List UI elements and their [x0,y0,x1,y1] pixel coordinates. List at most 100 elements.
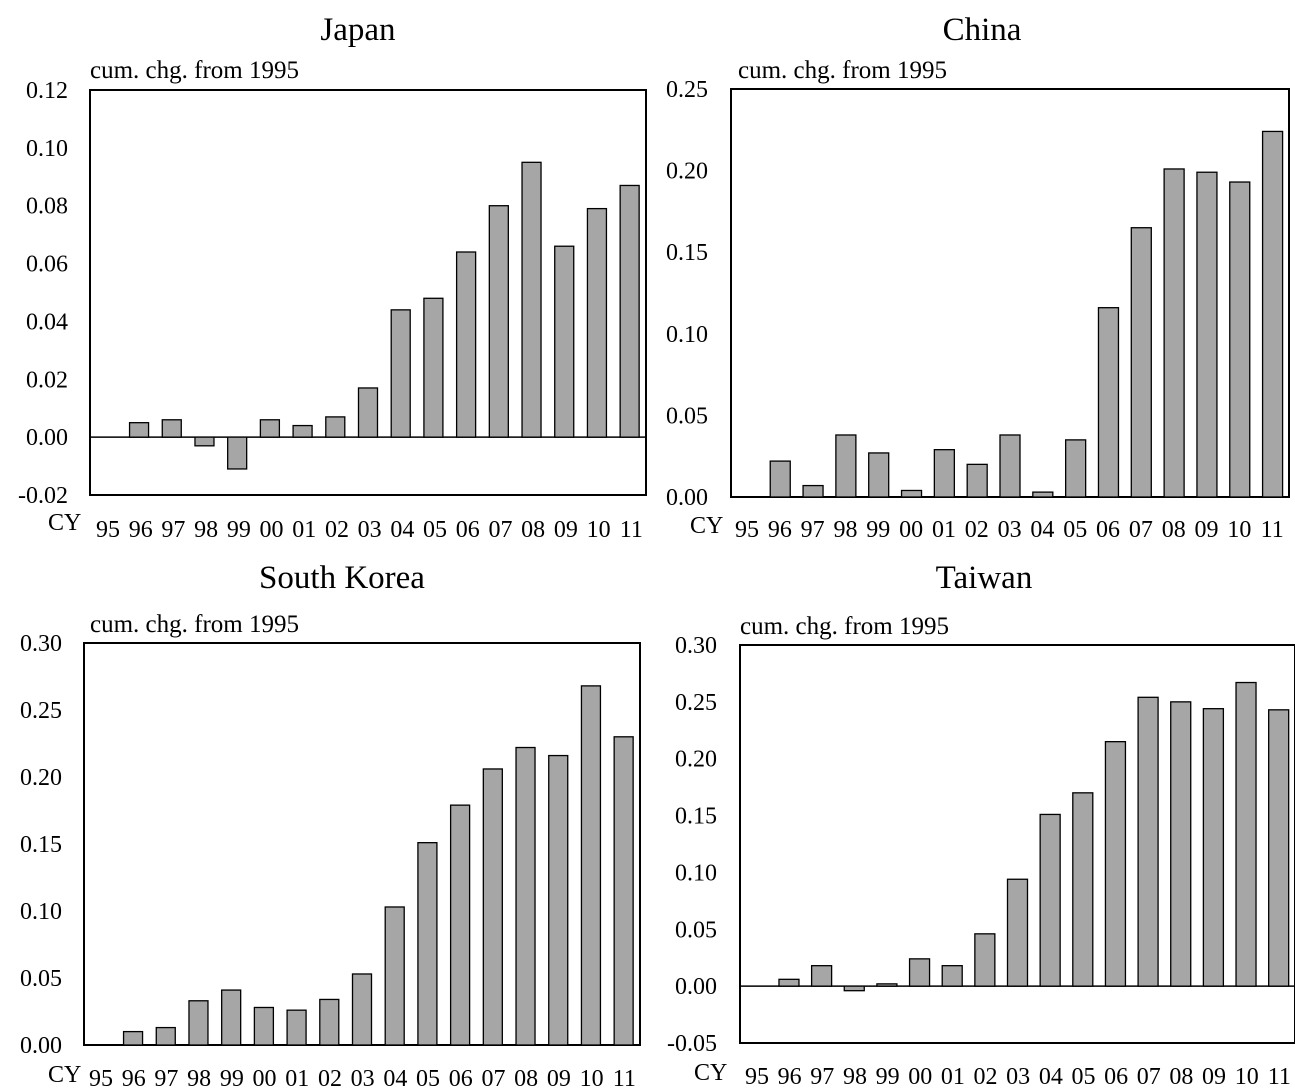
x-tick-label: 09 [554,517,578,543]
bar [613,736,634,1046]
bar [1202,708,1225,987]
bar [586,207,608,438]
bar [357,387,379,438]
x-tick-label: 97 [161,517,185,543]
bar [1006,878,1029,987]
bar [515,746,536,1046]
y-axis-label: cum. chg. from 1995 [90,611,299,638]
x-tick-label: 11 [1261,517,1284,543]
bar [1196,171,1218,498]
y-tick-label: 0.06 [26,252,68,278]
bar [521,161,542,438]
bar [122,1030,144,1046]
y-axis-label: cum. chg. from 1995 [738,57,947,84]
x-tick-label: 08 [514,1066,538,1088]
chart-marks: 0.30 0.25 0.20 0.15 0.10 0.05 0.00 -0.05 95 96 97 9… [667,633,1295,1088]
bar [802,484,824,498]
bar [619,184,640,438]
bar [259,419,281,438]
bar [423,297,444,438]
y-tick-label: 0.00 [675,974,717,1000]
x-tick-label: 11 [620,517,643,543]
x-tick-label: 97 [801,517,825,543]
y-tick-label: 0.05 [666,403,708,429]
plot-frame [739,644,1295,1044]
x-tick-label: 01 [932,517,956,543]
x-tick-label: 03 [358,517,382,543]
bar [155,1026,176,1046]
bar [194,436,215,447]
x-tick-label: 03 [998,517,1022,543]
bar [482,768,503,1046]
x-tick-label: 06 [1104,1064,1128,1088]
bar [1032,491,1054,498]
bar [221,989,242,1046]
bar [1072,792,1094,987]
x-tick-label: 05 [423,517,447,543]
bar [876,983,898,987]
x-tick-label: 02 [318,1066,342,1088]
x-tick-label: 04 [390,517,414,543]
bar [325,416,346,438]
chart-panel-taiwan: Taiwan cum. chg. from 1995 CY 0.300.250.… [667,560,1295,1088]
x-tick-label: 04 [1039,1064,1063,1088]
x-tick-label: 03 [351,1066,375,1088]
y-axis-label: cum. chg. from 1995 [90,57,299,84]
bar [128,422,150,438]
bar [1261,130,1284,498]
y-tick-label: 0.02 [26,367,68,393]
x-tick-label: 08 [1169,1064,1193,1088]
y-tick-label: 0.12 [26,78,68,104]
bar [933,449,956,498]
bar [1104,741,1127,987]
x-tick-label: 98 [833,517,857,543]
y-tick-label: 0.05 [20,966,62,992]
chart-title: Taiwan [936,560,1033,596]
bar [554,245,575,438]
x-tick-label: 07 [481,1066,505,1088]
bar [908,958,931,987]
bar [868,452,890,498]
bar [900,489,923,498]
bar [1268,709,1290,987]
y-tick-label: -0.05 [667,1031,717,1057]
x-tick-label: 04 [383,1066,407,1088]
x-tick-label: 06 [449,1066,473,1088]
x-axis-label: CY [48,510,81,536]
y-tick-label: 0.10 [666,322,708,348]
x-tick-label: 00 [253,1066,277,1088]
x-tick-label: 99 [220,1066,244,1088]
x-tick-label: 08 [1162,517,1186,543]
x-axis-label: CY [48,1062,81,1088]
chart-title: Japan [320,12,395,48]
bar [1170,701,1192,987]
x-tick-label: 07 [1129,517,1153,543]
x-tick-label: 02 [325,517,349,543]
x-tick-label: 98 [187,1066,211,1088]
x-tick-label: 96 [778,1064,802,1088]
bar [227,436,248,470]
y-tick-label: 0.15 [675,804,717,830]
y-tick-label: 0.25 [20,698,62,724]
x-tick-label: 03 [1006,1064,1030,1088]
chart-marks: 0.25 0.20 0.15 0.10 0.05 0.00 95 96 97 98 99 00 01 02… [666,77,1290,543]
bar [188,1000,209,1046]
bar [810,965,833,987]
bar [417,842,438,1046]
y-tick-label: 0.20 [666,159,708,185]
y-tick-label: 0.00 [666,485,708,511]
x-tick-label: 95 [745,1064,769,1088]
x-tick-label: 09 [1195,517,1219,543]
bar [449,804,471,1046]
x-tick-label: 11 [613,1066,636,1088]
bar [974,933,996,987]
chart-panel-japan: Japan cum. chg. from 1995 CY 0.12 0.10 0.0… [18,12,647,543]
chart-title: China [943,12,1022,48]
y-tick-label: 0.04 [26,309,68,335]
x-axis-label: CY [690,513,723,539]
x-tick-label: 05 [1071,1064,1095,1088]
bar [941,965,963,987]
y-axis-label: cum. chg. from 1995 [740,613,949,640]
x-tick-label: 09 [547,1066,571,1088]
x-tick-label: 00 [899,517,923,543]
